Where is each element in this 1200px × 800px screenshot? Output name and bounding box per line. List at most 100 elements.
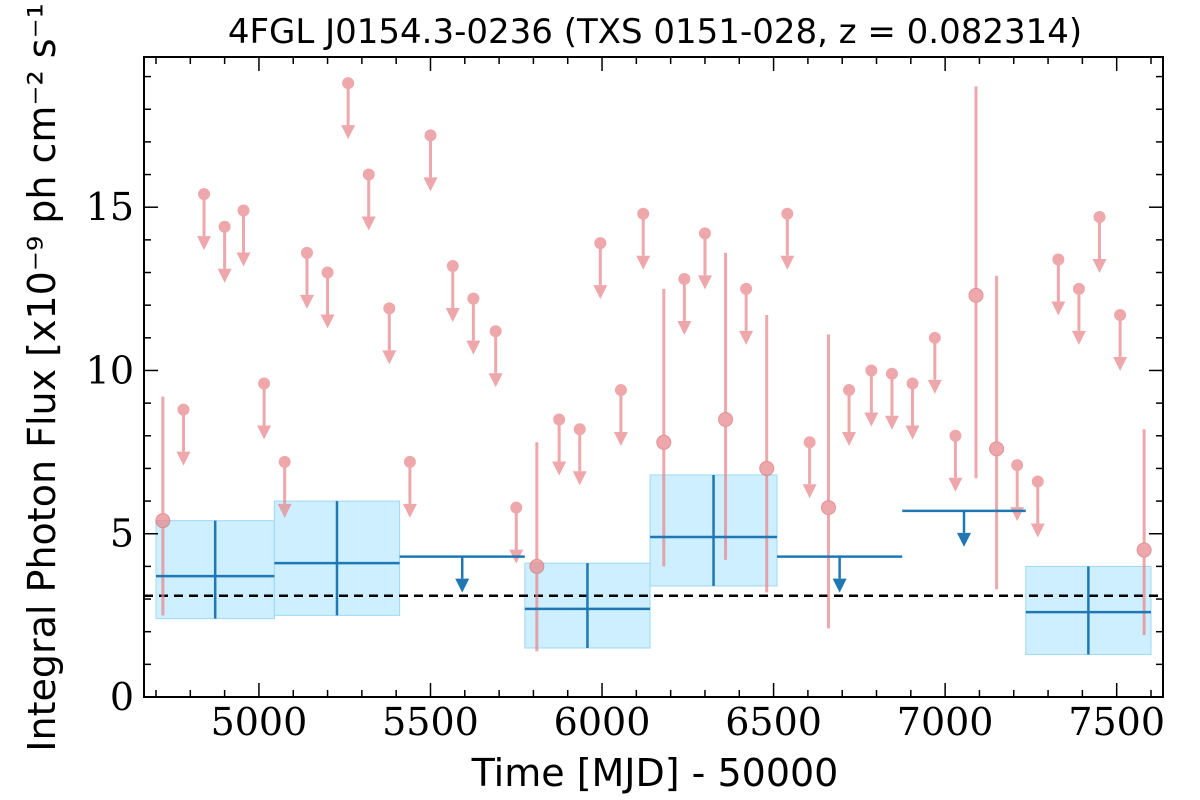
upper-limit-marker bbox=[553, 413, 566, 426]
upper-limit-arrowhead bbox=[1010, 507, 1025, 522]
upper-limit-arrowhead bbox=[1092, 259, 1107, 273]
x-tick-label: 6500 bbox=[725, 700, 822, 744]
upper-limit-marker bbox=[678, 273, 691, 286]
upper-limit-marker bbox=[865, 364, 878, 377]
upper-limit-arrowhead bbox=[677, 321, 692, 336]
upper-limit-marker bbox=[362, 168, 375, 181]
short-bin-upper-limit bbox=[176, 403, 191, 466]
upper-limit-marker bbox=[573, 423, 586, 436]
upper-limit-marker bbox=[321, 266, 334, 279]
upper-limit-arrowhead bbox=[176, 451, 191, 466]
upper-limit-marker bbox=[300, 246, 313, 259]
upper-limit-arrowhead bbox=[361, 216, 376, 231]
short-bin-upper-limit bbox=[1051, 253, 1066, 316]
short-bin-upper-limit bbox=[445, 259, 460, 322]
short-bin-upper-limit bbox=[1030, 475, 1045, 538]
upper-limit-marker bbox=[342, 77, 355, 90]
short-bin-detection bbox=[968, 86, 984, 479]
detection-marker bbox=[820, 500, 836, 516]
long-bin-limit-arrowhead bbox=[455, 578, 470, 593]
long-bin-detection bbox=[524, 563, 651, 649]
upper-limit-marker bbox=[1114, 308, 1127, 321]
upper-limit-marker bbox=[594, 237, 607, 250]
detection-marker bbox=[529, 558, 545, 574]
upper-limit-marker bbox=[885, 367, 898, 380]
short-bin-detection bbox=[989, 275, 1005, 590]
upper-limit-arrowhead bbox=[488, 373, 503, 388]
long-bin-detection bbox=[274, 501, 400, 616]
upper-limit-arrowhead bbox=[697, 275, 712, 290]
short-bin-upper-limit bbox=[864, 364, 879, 427]
short-bin-upper-limit bbox=[613, 384, 628, 447]
upper-limit-marker bbox=[1031, 475, 1044, 488]
short-bin-upper-limit bbox=[1092, 211, 1107, 273]
axis-ticks: 5000 5500 6000 6500 7000 7500 0 5 10 15 bbox=[86, 57, 1165, 744]
upper-limit-marker bbox=[928, 331, 941, 344]
short-bin-detection bbox=[718, 252, 734, 560]
upper-limit-marker bbox=[237, 204, 250, 217]
short-bin-upper-limit bbox=[1113, 308, 1128, 371]
x-tick-label: 7000 bbox=[897, 700, 994, 744]
upper-limit-marker bbox=[906, 377, 919, 390]
upper-limit-marker bbox=[278, 455, 291, 468]
short-bin-detection bbox=[1136, 429, 1152, 635]
short-bin-detection bbox=[759, 314, 775, 593]
upper-limit-marker bbox=[614, 384, 627, 397]
short-bin-series bbox=[155, 77, 1152, 652]
short-bin-upper-limit bbox=[1071, 282, 1086, 345]
upper-limit-arrowhead bbox=[864, 412, 879, 427]
upper-limit-arrowhead bbox=[593, 285, 608, 300]
detection-marker bbox=[989, 441, 1005, 457]
upper-limit-arrowhead bbox=[927, 379, 942, 394]
short-bin-upper-limit bbox=[299, 246, 314, 309]
upper-limit-marker bbox=[198, 188, 211, 201]
y-tick-label: 5 bbox=[110, 512, 134, 556]
upper-limit-marker bbox=[258, 377, 271, 390]
upper-limit-arrowhead bbox=[299, 294, 314, 309]
upper-limit-arrowhead bbox=[1071, 330, 1086, 345]
upper-limit-marker bbox=[1072, 282, 1085, 295]
upper-limit-marker bbox=[781, 207, 794, 220]
detection-marker bbox=[155, 513, 171, 529]
upper-limit-arrowhead bbox=[320, 314, 335, 329]
upper-limit-arrowhead bbox=[382, 350, 397, 365]
upper-limit-arrowhead bbox=[402, 503, 417, 518]
upper-limit-marker bbox=[446, 259, 459, 272]
upper-limit-marker bbox=[740, 282, 753, 295]
short-bin-upper-limit bbox=[236, 204, 251, 267]
upper-limit-arrowhead bbox=[552, 461, 567, 476]
upper-limit-arrowhead bbox=[341, 125, 356, 140]
short-bin-upper-limit bbox=[593, 237, 608, 300]
short-bin-detection bbox=[820, 334, 836, 629]
short-bin-upper-limit bbox=[739, 282, 754, 345]
short-bin-upper-limit bbox=[697, 227, 712, 290]
upper-limit-arrowhead bbox=[257, 425, 272, 440]
detection-marker bbox=[718, 411, 734, 427]
short-bin-upper-limit bbox=[341, 77, 356, 140]
short-bin-upper-limit bbox=[361, 168, 376, 231]
detection-marker bbox=[759, 460, 775, 476]
y-tick-label: 15 bbox=[86, 185, 134, 229]
upper-limit-marker bbox=[218, 220, 231, 233]
detection-marker bbox=[1136, 542, 1152, 558]
x-tick-label: 5000 bbox=[211, 700, 308, 744]
short-bin-upper-limit bbox=[802, 436, 817, 499]
plot-frame bbox=[143, 56, 1164, 698]
upper-limit-arrowhead bbox=[613, 432, 628, 447]
long-bin-uncertainty-bands bbox=[155, 474, 1152, 656]
upper-limit-marker bbox=[489, 325, 502, 338]
short-bin-upper-limit bbox=[905, 377, 920, 440]
short-bin-upper-limit bbox=[277, 455, 292, 518]
upper-limit-arrowhead bbox=[1113, 356, 1128, 371]
short-bin-upper-limit bbox=[217, 220, 232, 283]
short-bin-upper-limit bbox=[423, 129, 438, 192]
detection-marker bbox=[656, 434, 672, 450]
long-bin-upper-limit bbox=[777, 555, 903, 593]
upper-limit-arrowhead bbox=[217, 268, 232, 283]
upper-limit-arrowhead bbox=[905, 425, 920, 440]
short-bin-upper-limit bbox=[677, 273, 692, 336]
short-bin-upper-limit bbox=[509, 501, 524, 564]
short-bin-upper-limit bbox=[488, 325, 503, 388]
upper-limit-marker bbox=[467, 292, 480, 305]
long-bin-upper-limit bbox=[399, 555, 525, 593]
